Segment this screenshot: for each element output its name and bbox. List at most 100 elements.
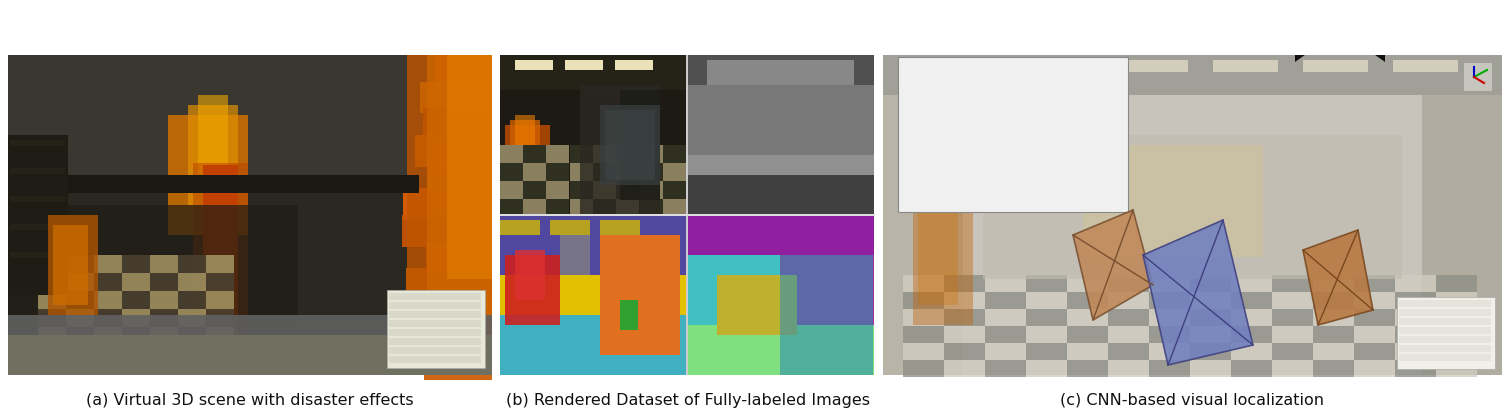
Bar: [580, 85, 660, 215]
Bar: [402, 135, 492, 167]
Bar: [8, 135, 68, 295]
Bar: [198, 95, 228, 175]
Bar: [48, 215, 98, 315]
Bar: [914, 175, 972, 325]
Bar: [978, 87, 1078, 177]
Bar: [898, 57, 1128, 212]
Bar: [903, 343, 944, 360]
Bar: [550, 220, 590, 235]
Bar: [500, 215, 687, 375]
Bar: [1025, 175, 1059, 193]
Bar: [1398, 309, 1490, 316]
Bar: [998, 92, 1059, 167]
Bar: [944, 343, 985, 360]
Bar: [1190, 275, 1231, 292]
Bar: [500, 181, 522, 199]
Bar: [202, 165, 239, 341]
Bar: [387, 290, 485, 368]
Bar: [1354, 292, 1395, 309]
Bar: [122, 291, 149, 309]
Bar: [427, 55, 492, 375]
Bar: [1395, 343, 1436, 360]
Bar: [985, 326, 1025, 343]
Bar: [606, 110, 655, 180]
Bar: [66, 291, 94, 309]
Bar: [944, 309, 985, 326]
Bar: [1398, 300, 1490, 307]
Bar: [962, 193, 994, 211]
Bar: [1436, 275, 1477, 292]
Bar: [687, 245, 781, 375]
Bar: [640, 163, 663, 181]
Bar: [1436, 343, 1477, 360]
Bar: [38, 327, 66, 345]
Polygon shape: [1074, 210, 1154, 320]
Bar: [930, 193, 962, 211]
Bar: [1271, 360, 1314, 377]
Bar: [11, 168, 65, 174]
Bar: [500, 245, 687, 375]
Bar: [985, 275, 1025, 292]
Bar: [1354, 326, 1395, 343]
Bar: [1149, 309, 1190, 326]
Bar: [898, 57, 1128, 85]
Bar: [1271, 275, 1314, 292]
Bar: [1033, 60, 1098, 72]
Bar: [1108, 326, 1149, 343]
Bar: [560, 235, 590, 275]
Bar: [500, 145, 522, 163]
Bar: [94, 273, 122, 291]
Bar: [38, 255, 66, 273]
Bar: [500, 55, 687, 215]
Bar: [903, 309, 944, 326]
Bar: [1059, 157, 1090, 175]
Bar: [399, 348, 492, 380]
Bar: [640, 181, 663, 199]
Bar: [66, 309, 94, 327]
Bar: [1395, 309, 1436, 326]
Bar: [687, 175, 874, 215]
Bar: [569, 181, 593, 199]
Bar: [616, 199, 639, 217]
Bar: [38, 273, 66, 291]
Bar: [569, 199, 593, 217]
Bar: [1271, 292, 1314, 309]
Bar: [423, 162, 492, 193]
Bar: [944, 326, 985, 343]
Bar: [122, 309, 149, 327]
Bar: [687, 215, 874, 375]
Bar: [149, 255, 178, 273]
Bar: [930, 157, 962, 175]
Bar: [1108, 309, 1149, 326]
Bar: [978, 60, 1033, 70]
Bar: [944, 360, 985, 377]
Bar: [1395, 275, 1436, 292]
Bar: [985, 309, 1025, 326]
Bar: [1108, 292, 1149, 309]
Bar: [944, 275, 985, 292]
Bar: [615, 60, 652, 70]
Bar: [500, 315, 687, 375]
Bar: [510, 120, 541, 210]
Bar: [0, 0, 1510, 55]
Bar: [1436, 309, 1477, 326]
Bar: [408, 55, 492, 375]
Bar: [1149, 326, 1190, 343]
Bar: [1059, 193, 1090, 211]
Bar: [1354, 275, 1395, 292]
Bar: [1398, 336, 1490, 343]
Bar: [504, 255, 560, 325]
Bar: [621, 300, 639, 330]
Text: (b) Rendered Dataset of Fully-labeled Images: (b) Rendered Dataset of Fully-labeled Im…: [506, 393, 870, 408]
Bar: [66, 327, 94, 345]
Bar: [1398, 318, 1490, 325]
Bar: [1068, 275, 1108, 292]
Bar: [1190, 360, 1231, 377]
Bar: [1314, 292, 1354, 309]
Bar: [1123, 60, 1188, 72]
Bar: [189, 105, 239, 205]
Bar: [1398, 354, 1490, 361]
Bar: [687, 55, 874, 85]
Bar: [409, 242, 492, 273]
Bar: [1314, 343, 1354, 360]
